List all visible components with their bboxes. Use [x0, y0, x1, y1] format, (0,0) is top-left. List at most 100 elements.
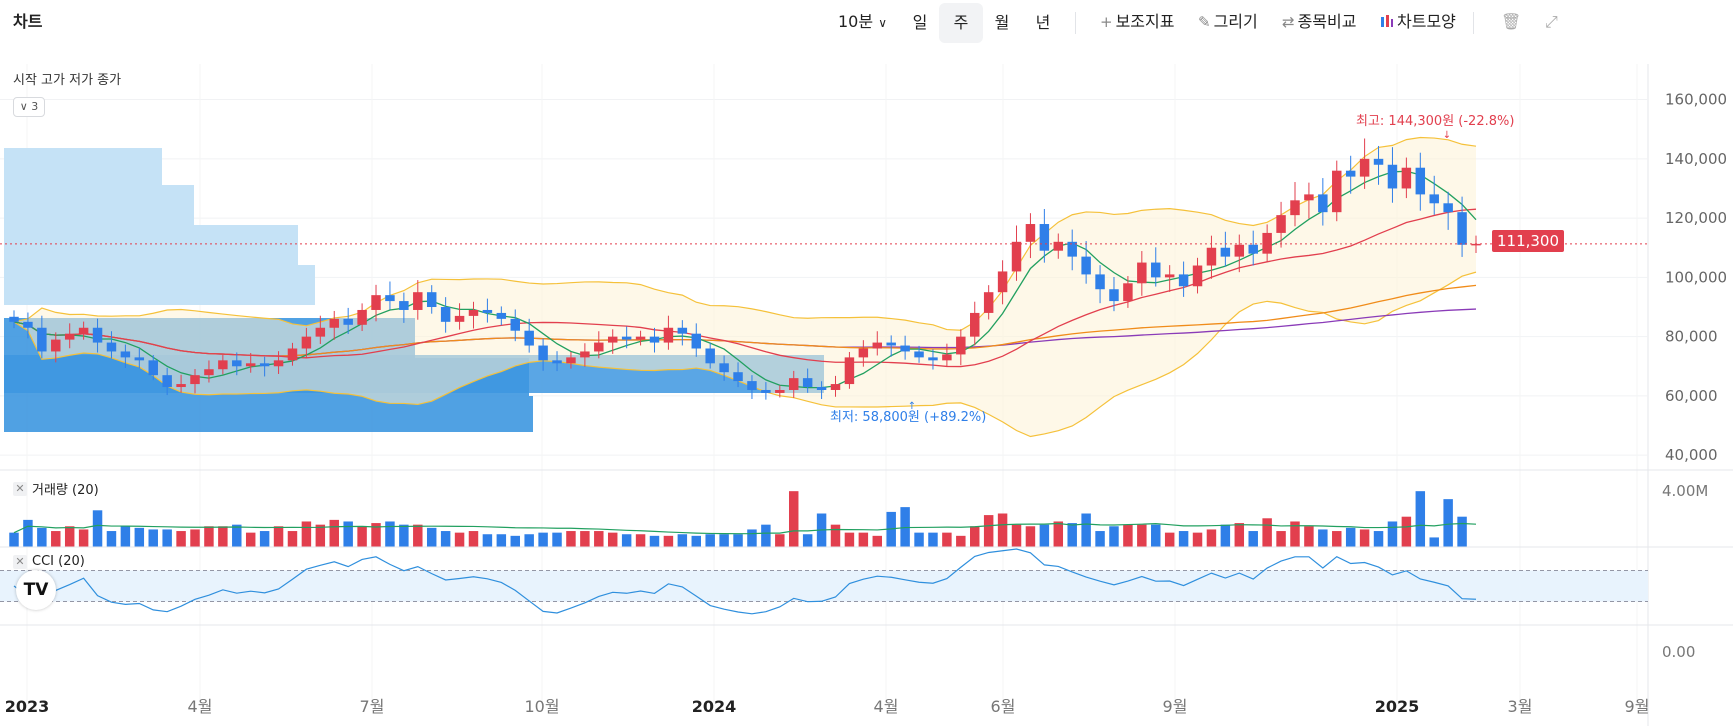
close-icon[interactable]: ✕ [13, 554, 27, 569]
volume-bar [1039, 524, 1050, 547]
cci-band [0, 570, 1648, 602]
candle-body [1443, 203, 1453, 213]
candle-body [1178, 274, 1189, 287]
volume-bar [92, 510, 103, 547]
candle-body [1401, 167, 1412, 189]
volume-profile-bar [4, 265, 315, 305]
volume-bar [1304, 526, 1314, 547]
ma5-line [13, 170, 1477, 389]
cci-axis-label: 0.00 [1662, 643, 1696, 661]
candle-body [1429, 194, 1439, 204]
price-tick-label: 160,000 [1665, 91, 1727, 109]
tab-week[interactable]: 주 [939, 3, 983, 43]
candle-body [78, 327, 89, 334]
compare-button[interactable]: ⇄ 종목비교 [1282, 10, 1356, 34]
volume-bar [106, 531, 117, 547]
volume-bar [830, 524, 841, 547]
candle-body [1359, 158, 1370, 177]
volume-bar [1067, 523, 1077, 547]
tab-month[interactable]: 월 [994, 13, 1010, 32]
candle-body [552, 360, 562, 364]
chart-toolbar: 차트 10분 ∨ 일 주 월 년 + 보조지표 ✎ 그리기 ⇄ 종목비교 차트모… [0, 0, 1733, 46]
close-icon[interactable]: ✕ [13, 481, 27, 496]
candle-body [1095, 274, 1105, 290]
volume-bar [78, 529, 89, 547]
expand-icon[interactable]: ⤢ [1545, 12, 1558, 31]
volume-bar [802, 534, 813, 547]
candle-body [872, 342, 883, 349]
tab-year[interactable]: 년 [1035, 13, 1051, 32]
volume-bar [1178, 531, 1189, 547]
candle-body [1123, 283, 1133, 302]
volume-bar [1345, 527, 1356, 547]
cci-line [13, 548, 1477, 615]
candle-body [621, 336, 632, 340]
volume-bar [1429, 537, 1439, 547]
candle-body [1471, 243, 1481, 246]
volume-bar [858, 532, 869, 547]
volume-bar [677, 534, 688, 547]
volume-bar [426, 527, 437, 547]
volume-bar [64, 526, 75, 547]
time-tick-label: 4월 [188, 697, 213, 716]
candle-body [315, 327, 326, 337]
trash-icon[interactable]: 🗑︎ [1501, 12, 1522, 31]
volume-bar [371, 523, 381, 547]
volume-bar [120, 526, 131, 547]
chart-style-label: 차트모양 [1397, 12, 1456, 31]
candle-body [830, 384, 841, 390]
volume-bar [162, 529, 172, 547]
time-tick-label: 4월 [874, 697, 899, 716]
stock-chart[interactable]: 160,000 140,000 120,000 100,000 80,000 60,000… [0, 46, 1733, 726]
volume-bar [1095, 531, 1105, 547]
candle-body [1332, 170, 1342, 213]
candle-body [1318, 194, 1328, 213]
candle-body [649, 336, 660, 343]
legend-collapse-button[interactable]: ∨ 3 [13, 97, 45, 117]
volume-bar [1276, 531, 1286, 547]
candle-body [733, 372, 743, 382]
candle-body [1025, 224, 1036, 242]
time-tick-label: 9월 [1625, 697, 1650, 716]
volume-bar [844, 532, 855, 547]
time-tick-label: 10월 [524, 697, 559, 716]
volume-bar [232, 524, 242, 547]
volume-bar [761, 524, 771, 547]
candle-body [1262, 232, 1272, 254]
candle-body [900, 345, 910, 352]
candle-body [677, 327, 688, 334]
volume-bar [259, 531, 270, 547]
volume-bar [1109, 526, 1119, 547]
candle-body [1039, 224, 1050, 251]
candle-body [663, 327, 674, 343]
candle-body [928, 357, 938, 361]
chart-title: 차트 [13, 12, 43, 31]
candle-body [1137, 262, 1147, 284]
candle-body [983, 292, 994, 313]
volume-bar [775, 534, 785, 547]
candle-body [1109, 289, 1119, 302]
volume-bar [23, 519, 33, 547]
interval-dropdown[interactable]: 10분 ∨ [838, 10, 887, 34]
draw-button[interactable]: ✎ 그리기 [1198, 10, 1258, 34]
volume-bar [204, 526, 214, 547]
tab-day[interactable]: 일 [912, 13, 928, 32]
chart-style-button[interactable]: 차트모양 [1380, 10, 1456, 34]
candle-body [538, 345, 548, 361]
candle-body [64, 333, 75, 340]
candle-body [1457, 212, 1467, 245]
volume-bar [1081, 513, 1091, 547]
candle-body [719, 363, 729, 373]
volume-bar [1332, 531, 1342, 547]
volume-bar [635, 534, 646, 547]
bollinger-band-fill [14, 137, 1476, 437]
volume-profile-bar [4, 396, 533, 432]
candle-body [482, 309, 493, 313]
volume-bar [218, 526, 228, 547]
candle-body [775, 389, 785, 393]
candle-body [190, 375, 200, 385]
indicator-button[interactable]: + 보조지표 [1100, 10, 1174, 34]
ohlc-legend: 시작 고가 저가 종가 [13, 73, 122, 88]
price-tick-label: 40,000 [1665, 446, 1718, 464]
candle-body [440, 307, 451, 322]
